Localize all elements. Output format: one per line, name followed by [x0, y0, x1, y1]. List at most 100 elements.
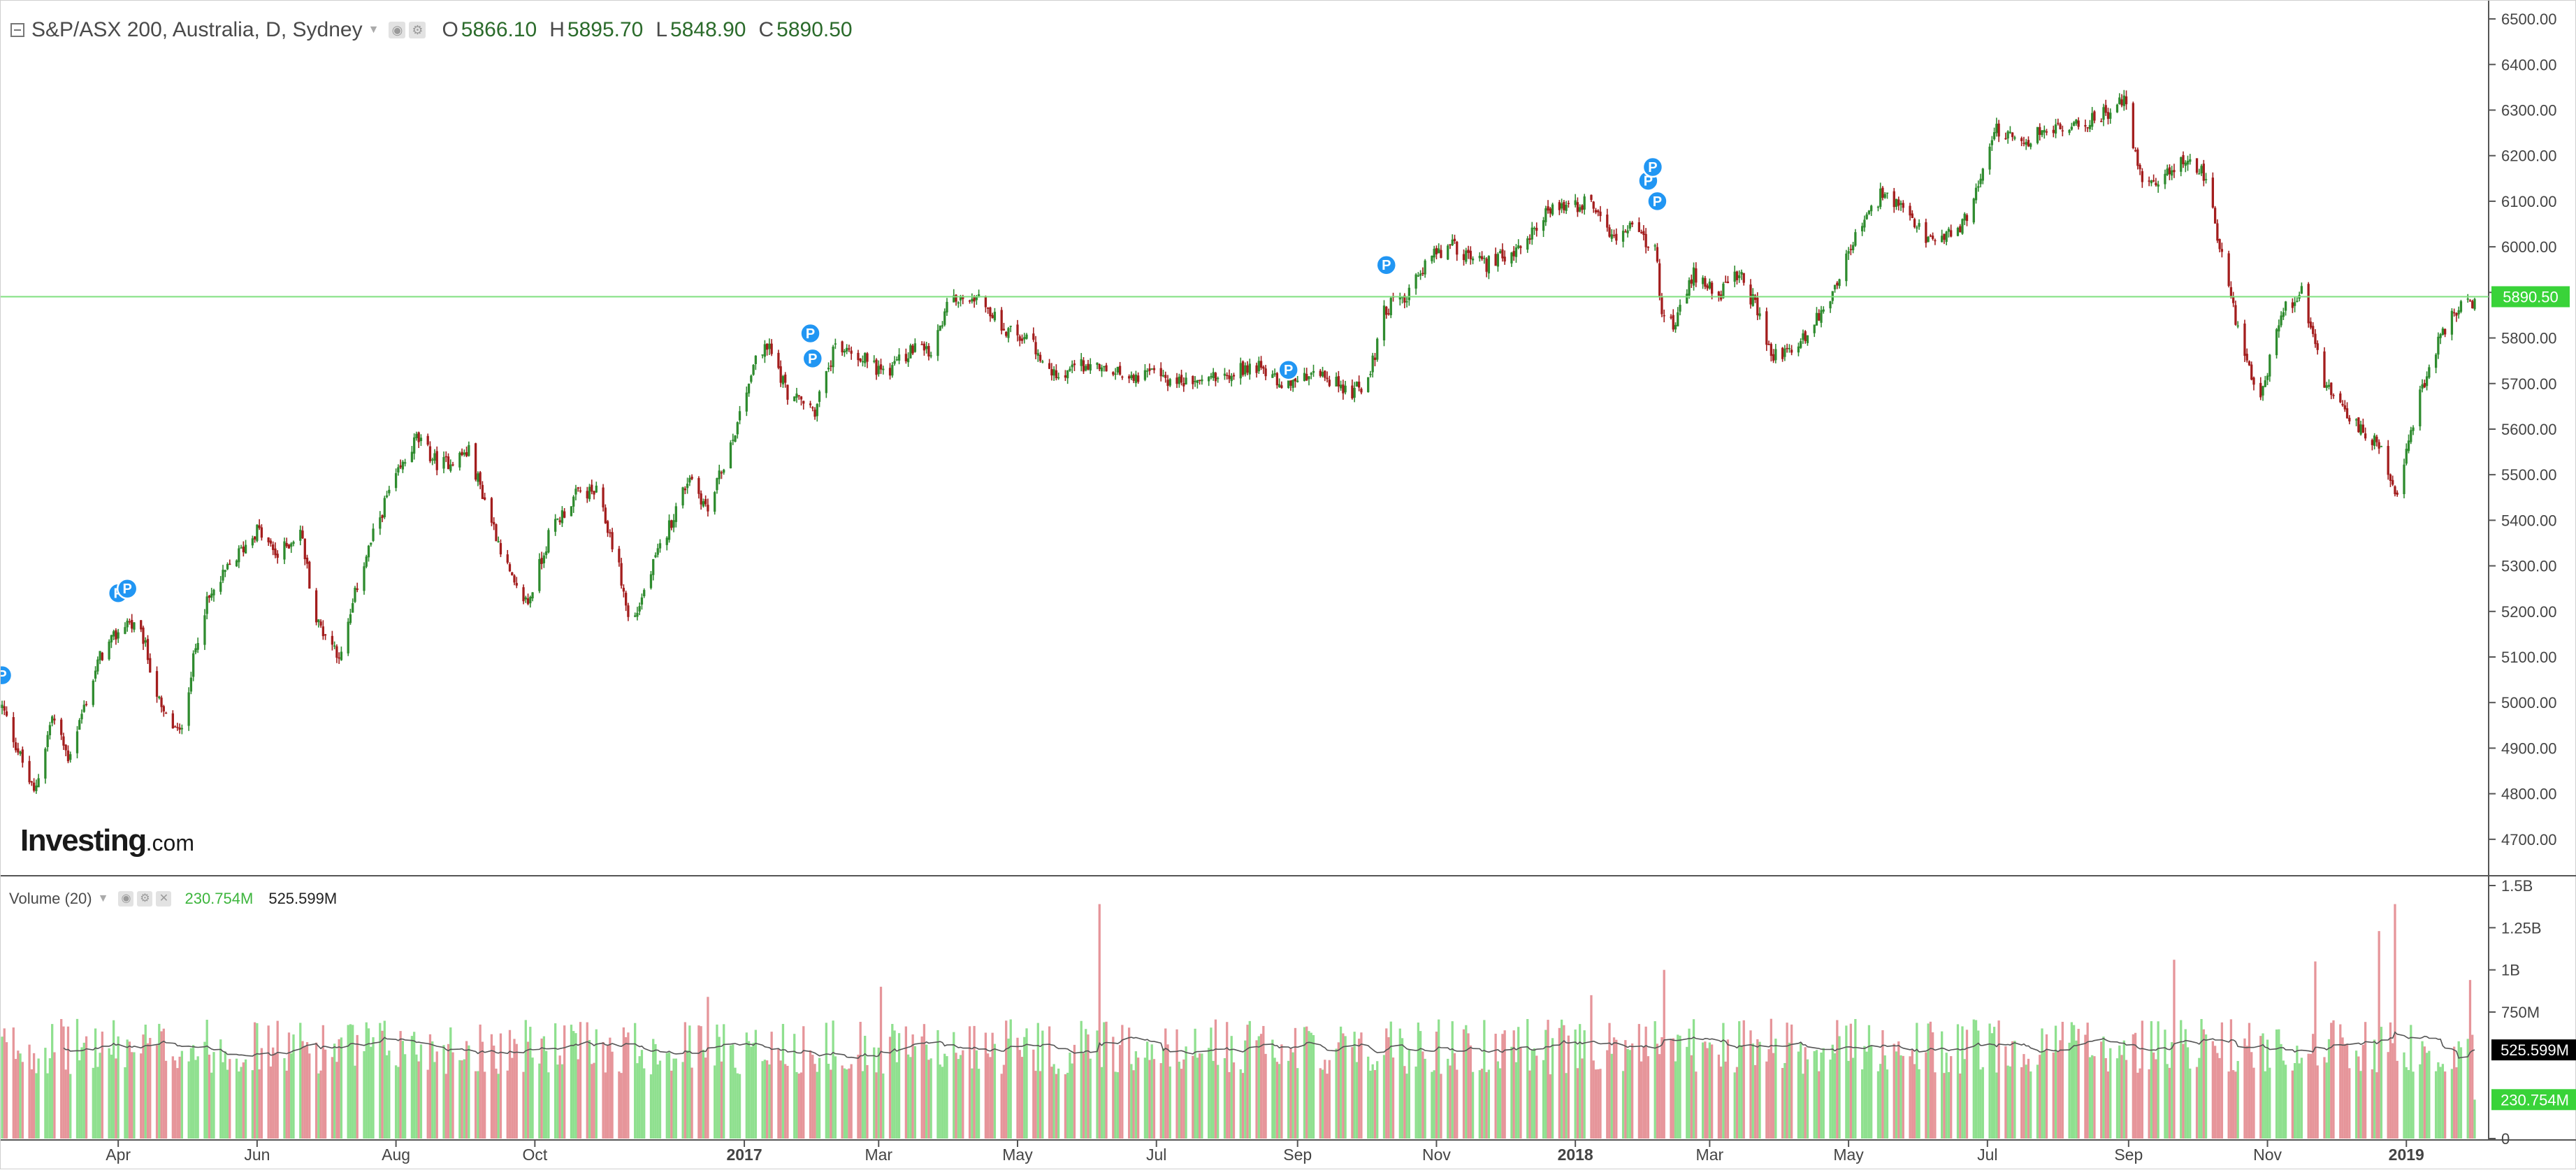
candle-body: [897, 354, 901, 361]
volume-bar: [1465, 1025, 1468, 1139]
volume-bar: [1833, 1053, 1837, 1139]
volume-bar: [1544, 1030, 1547, 1139]
candle-body: [1592, 201, 1595, 209]
candle-body: [784, 374, 787, 383]
volume-bar: [1353, 1032, 1356, 1139]
volume-bar: [2428, 1050, 2431, 1139]
candle-body: [2457, 310, 2460, 315]
candle-body: [64, 744, 67, 751]
volume-bar: [1909, 1056, 1911, 1139]
volume-bar: [1451, 1021, 1454, 1139]
volume-bar: [484, 1071, 486, 1139]
candle-body: [46, 735, 49, 747]
volume-bar: [1931, 1032, 1934, 1139]
volume-bar: [2357, 1056, 2360, 1139]
volume-bar: [1818, 1071, 1821, 1139]
candle-body: [352, 602, 354, 613]
candle-body: [226, 564, 229, 570]
volume-bar: [1453, 1053, 1456, 1139]
volume-bar: [1576, 1068, 1579, 1139]
candle-body: [1992, 132, 1996, 140]
candle-body: [1547, 206, 1549, 211]
volume-bar: [1790, 1024, 1793, 1139]
candle-body: [212, 589, 215, 595]
candle-body: [745, 392, 748, 412]
candle-body: [1096, 362, 1099, 366]
volume-bar: [1911, 1049, 1913, 1139]
volume-bar: [875, 1072, 878, 1139]
volume-bar: [1965, 1030, 1969, 1139]
volume-bar: [745, 1032, 748, 1139]
volume-bar: [1961, 1026, 1964, 1139]
candle-body: [1861, 226, 1864, 231]
volume-bar: [1351, 1047, 1354, 1139]
candle-body: [1783, 348, 1786, 357]
candle-body: [1310, 373, 1312, 375]
volume-bar: [1036, 1023, 1039, 1139]
eye-icon[interactable]: ◉: [389, 22, 406, 38]
gear-icon[interactable]: ⚙: [137, 891, 153, 907]
volume-bar: [5, 1042, 8, 1139]
volume-bar: [1294, 1027, 1297, 1139]
volume-bar: [1064, 1074, 1067, 1139]
volume-bar: [108, 1048, 110, 1139]
volume-bar: [1547, 1020, 1549, 1139]
candle-body: [274, 548, 277, 556]
volume-bar: [1692, 1019, 1695, 1139]
volume-bar: [1339, 1026, 1343, 1139]
candle-body: [2332, 395, 2335, 396]
candle-body: [1020, 338, 1024, 341]
volume-bar: [1772, 1053, 1775, 1139]
volume-bar: [2361, 1044, 2365, 1139]
candle-body: [1979, 178, 1982, 185]
eye-icon[interactable]: ◉: [118, 891, 134, 907]
candle-body: [1440, 250, 1442, 259]
volume-bar: [1494, 1034, 1497, 1139]
candle-body: [1677, 312, 1679, 326]
candle-body: [2120, 99, 2123, 106]
volume-bar: [2200, 1018, 2203, 1139]
candle-body: [365, 556, 368, 567]
candle-body: [1863, 219, 1866, 228]
volume-bar: [1549, 1074, 1551, 1139]
candle-body: [547, 530, 550, 553]
candle-body: [1514, 247, 1518, 257]
volume-bar: [513, 1039, 516, 1139]
collapse-square-icon[interactable]: [10, 23, 24, 37]
candle-body: [1018, 336, 1021, 341]
volume-bar: [1551, 1038, 1554, 1139]
candle-body: [2198, 173, 2201, 175]
candle-body: [2136, 149, 2139, 166]
caret-down-icon[interactable]: ▼: [368, 24, 379, 36]
volume-bar: [1510, 1046, 1513, 1139]
candle-body: [1294, 378, 1297, 382]
candle-body: [1945, 231, 1948, 243]
caret-down-icon[interactable]: ▼: [97, 893, 109, 904]
volume-bar: [547, 1072, 550, 1139]
volume-bar: [1241, 1073, 1245, 1139]
candle-body: [1287, 377, 1290, 389]
candle-body: [729, 442, 732, 469]
volume-bar: [370, 1046, 372, 1139]
volume-bar: [686, 1050, 689, 1139]
candle-body: [513, 575, 516, 583]
time-tick-label: Oct: [522, 1146, 547, 1164]
gear-icon[interactable]: ⚙: [409, 22, 426, 38]
volume-bar: [1606, 1050, 1609, 1139]
volume-bar: [2186, 1047, 2190, 1139]
candle-body: [1214, 373, 1217, 382]
close-icon[interactable]: ✕: [156, 891, 172, 907]
candle-body: [627, 605, 630, 617]
volume-bar: [2234, 1071, 2237, 1139]
volume-bar: [2100, 1041, 2103, 1139]
candle-body: [1355, 382, 1359, 387]
volume-bar: [604, 1072, 607, 1139]
volume-bar: [2354, 1050, 2358, 1139]
candle-body: [674, 506, 677, 522]
volume-bar: [1519, 1046, 1522, 1139]
candle-body: [383, 498, 386, 518]
candle-body: [2364, 433, 2367, 439]
volume-bar: [702, 1049, 705, 1139]
volume-bar: [857, 1055, 860, 1139]
